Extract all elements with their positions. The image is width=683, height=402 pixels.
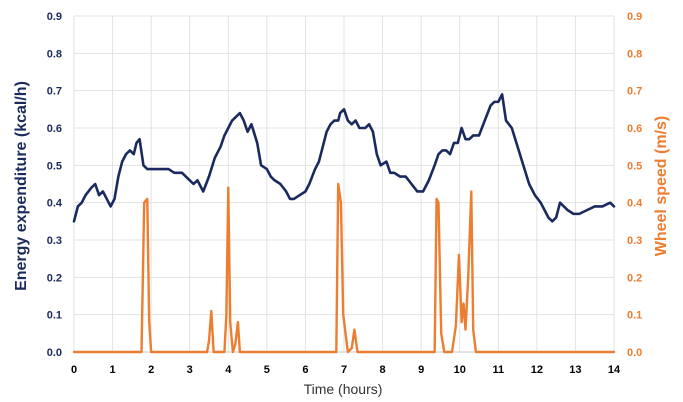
- y-tick-label-right: 0.3: [627, 235, 642, 247]
- y-axis-label-right: Wheel speed (m/s): [653, 116, 670, 256]
- energy-expenditure-line: [72, 93, 616, 223]
- x-tick-label: 9: [418, 364, 424, 376]
- x-tick-label: 11: [492, 364, 504, 376]
- series-layer: [72, 93, 616, 354]
- y-tick-label-right: 0.2: [627, 272, 642, 284]
- y-tick-label-right: 0.9: [627, 11, 642, 23]
- y-tick-label-left: 0.3: [47, 235, 62, 247]
- x-tick-label: 6: [302, 364, 308, 376]
- x-tick-label: 4: [225, 364, 232, 376]
- y-tick-label-left: 0.1: [47, 310, 62, 322]
- y-tick-label-left: 0.7: [47, 86, 62, 98]
- y-tick-label-right: 0.4: [627, 198, 643, 210]
- x-tick-label: 8: [380, 364, 386, 376]
- x-tick-label: 2: [148, 364, 154, 376]
- x-tick-label: 14: [608, 364, 621, 376]
- y-tick-label-left: 0.0: [47, 347, 62, 359]
- y-axis-label-left: Energy expenditure (kcal/h): [13, 81, 30, 291]
- y-tick-label-left: 0.9: [47, 11, 62, 23]
- y-tick-label-right: 0.7: [627, 86, 642, 98]
- y-tick-label-left: 0.8: [47, 48, 62, 60]
- x-tick-label: 7: [341, 364, 347, 376]
- y-tick-label-right: 0.0: [627, 347, 642, 359]
- x-tick-label: 13: [569, 364, 581, 376]
- x-tick-label: 0: [71, 364, 77, 376]
- x-tick-label: 1: [110, 364, 116, 376]
- x-tick-label: 3: [187, 364, 193, 376]
- y-tick-label-left: 0.5: [47, 160, 62, 172]
- y-tick-label-right: 0.6: [627, 123, 642, 135]
- x-axis-label: Time (hours): [304, 381, 383, 397]
- wheel-speed-line: [72, 182, 616, 354]
- y-tick-label-right: 0.1: [627, 310, 642, 322]
- x-tick-label: 5: [264, 364, 270, 376]
- x-tick-label: 12: [531, 364, 543, 376]
- y-tick-label-right: 0.8: [627, 48, 642, 60]
- x-tick-label: 10: [454, 364, 466, 376]
- y-tick-label-left: 0.2: [47, 272, 62, 284]
- y-tick-label-left: 0.6: [47, 123, 62, 135]
- y-tick-label-right: 0.5: [627, 160, 642, 172]
- tick-labels: 0.0 0.1 0.2 0.3 0.4 0.5 0.6 0.7 0.8 0.9 0.0 0.1 0.2 0…: [47, 11, 643, 376]
- y-tick-label-left: 0.4: [47, 198, 63, 210]
